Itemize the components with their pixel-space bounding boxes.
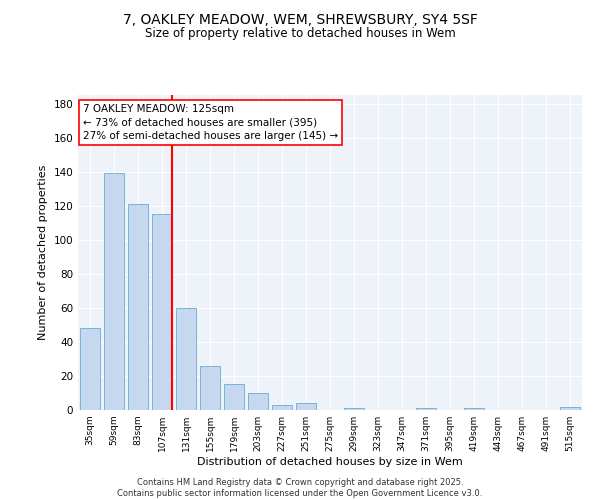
Text: Contains HM Land Registry data © Crown copyright and database right 2025.
Contai: Contains HM Land Registry data © Crown c…	[118, 478, 482, 498]
Bar	[560, 406, 580, 410]
Bar	[128, 204, 148, 410]
Bar	[344, 408, 364, 410]
Y-axis label: Number of detached properties: Number of detached properties	[38, 165, 48, 340]
Bar	[200, 366, 220, 410]
Text: 7, OAKLEY MEADOW, WEM, SHREWSBURY, SY4 5SF: 7, OAKLEY MEADOW, WEM, SHREWSBURY, SY4 5…	[122, 12, 478, 26]
Bar	[416, 408, 436, 410]
Bar	[248, 393, 268, 410]
Bar	[224, 384, 244, 410]
Bar	[80, 328, 100, 410]
Text: Size of property relative to detached houses in Wem: Size of property relative to detached ho…	[145, 28, 455, 40]
Text: 7 OAKLEY MEADOW: 125sqm
← 73% of detached houses are smaller (395)
27% of semi-d: 7 OAKLEY MEADOW: 125sqm ← 73% of detache…	[83, 104, 338, 141]
Bar	[296, 403, 316, 410]
Bar	[272, 405, 292, 410]
Bar	[152, 214, 172, 410]
Bar	[176, 308, 196, 410]
X-axis label: Distribution of detached houses by size in Wem: Distribution of detached houses by size …	[197, 457, 463, 467]
Bar	[464, 408, 484, 410]
Bar	[104, 174, 124, 410]
